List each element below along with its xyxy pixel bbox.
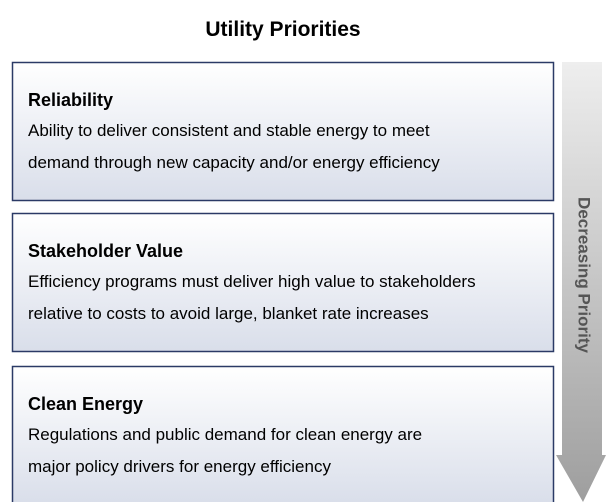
arrow-label: Decreasing Priority [575,197,594,353]
priority-heading: Stakeholder Value [28,241,183,261]
priority-arrow [556,62,606,502]
priority-heading: Clean Energy [28,394,143,414]
priority-list: Reliability Ability to deliver consistent… [11,61,555,502]
priority-heading: Reliability [28,90,113,110]
priority-box [11,365,555,502]
priority-description: Regulations and public demand for clean … [28,425,422,444]
title: Utility Priorities [205,18,360,41]
priority-description: Efficiency programs must deliver high va… [28,272,476,291]
priority-description: relative to costs to avoid large, blanke… [28,304,429,323]
priority-box [11,212,555,353]
priority-description: Ability to deliver consistent and stable… [28,121,430,140]
priority-description: demand through new capacity and/or energ… [28,153,440,172]
priority-box [11,61,555,202]
priority-description: major policy drivers for energy efficien… [28,457,331,476]
